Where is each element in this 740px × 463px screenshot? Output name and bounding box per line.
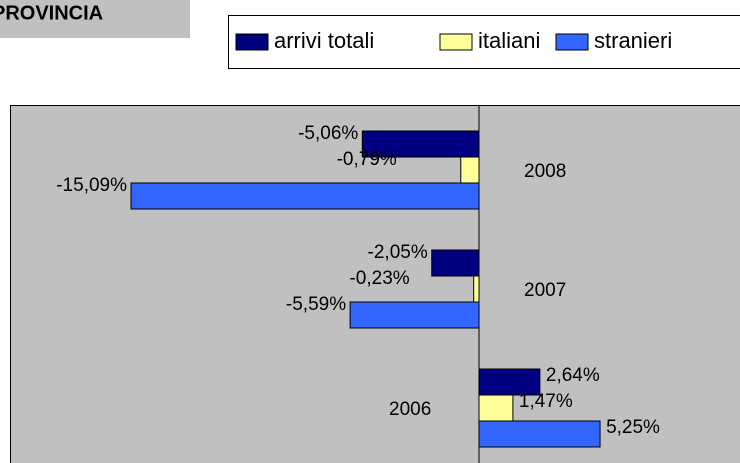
legend <box>228 15 740 69</box>
legend-label: stranieri <box>594 28 672 53</box>
chart-title: PROVINCIA <box>0 2 103 24</box>
bar <box>431 249 480 277</box>
plot-area <box>10 105 740 463</box>
data-label: 2,64% <box>546 365 600 386</box>
category-label: 2008 <box>524 161 566 182</box>
bar <box>460 156 480 184</box>
title-box <box>0 0 190 38</box>
bar <box>349 301 480 329</box>
category-label: 2007 <box>524 280 566 301</box>
bar <box>473 275 480 303</box>
data-label: -0,23% <box>349 268 409 289</box>
bar <box>478 420 601 448</box>
data-label: 1,47% <box>519 391 573 412</box>
data-label: -0,79% <box>337 149 397 170</box>
legend-label: italiani <box>478 28 540 53</box>
category-label: 2006 <box>389 399 431 420</box>
legend-swatch <box>235 33 269 51</box>
bar <box>361 130 480 158</box>
bar <box>478 394 514 422</box>
legend-swatch <box>555 33 589 51</box>
legend-label: arrivi totali <box>274 28 374 53</box>
data-label: 5,25% <box>606 417 660 438</box>
legend-swatch <box>439 33 473 51</box>
data-label: -15,09% <box>56 175 127 196</box>
bar <box>130 182 480 210</box>
data-label: -5,59% <box>286 294 346 315</box>
data-label: -2,05% <box>368 242 428 263</box>
data-label: -5,06% <box>298 123 358 144</box>
